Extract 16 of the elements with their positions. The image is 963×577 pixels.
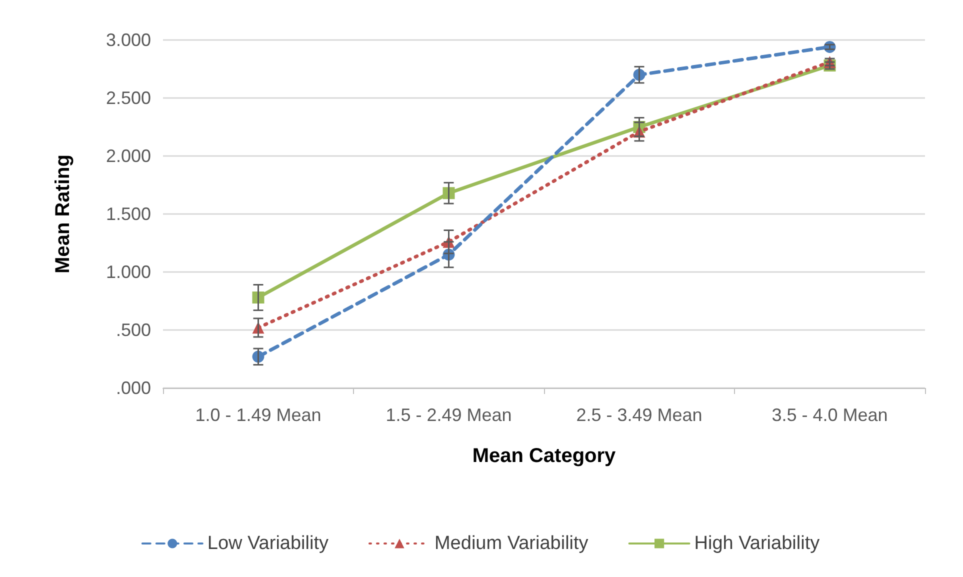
y-tick-label: 1.000 [106,262,151,282]
y-tick-label: 2.500 [106,88,151,108]
x-tick-label: 2.5 - 3.49 Mean [576,405,702,425]
legend-label: Low Variability [207,533,329,554]
y-tick-label: 2.000 [106,146,151,166]
y-tick-label: 3.000 [106,30,151,50]
x-tick-label: 3.5 - 4.0 Mean [772,405,888,425]
y-tick-label: .000 [116,378,151,398]
y-tick-label: .500 [116,320,151,340]
y-axis-title: Mean Rating [52,154,74,274]
x-tick-label: 1.0 - 1.49 Mean [195,405,322,425]
x-tick-label: 1.5 - 2.49 Mean [386,405,512,425]
y-tick-label: 1.500 [106,204,151,224]
legend-label: Medium Variability [434,533,589,554]
legend-label: High Variability [694,533,820,554]
x-axis-title: Mean Category [472,445,617,467]
